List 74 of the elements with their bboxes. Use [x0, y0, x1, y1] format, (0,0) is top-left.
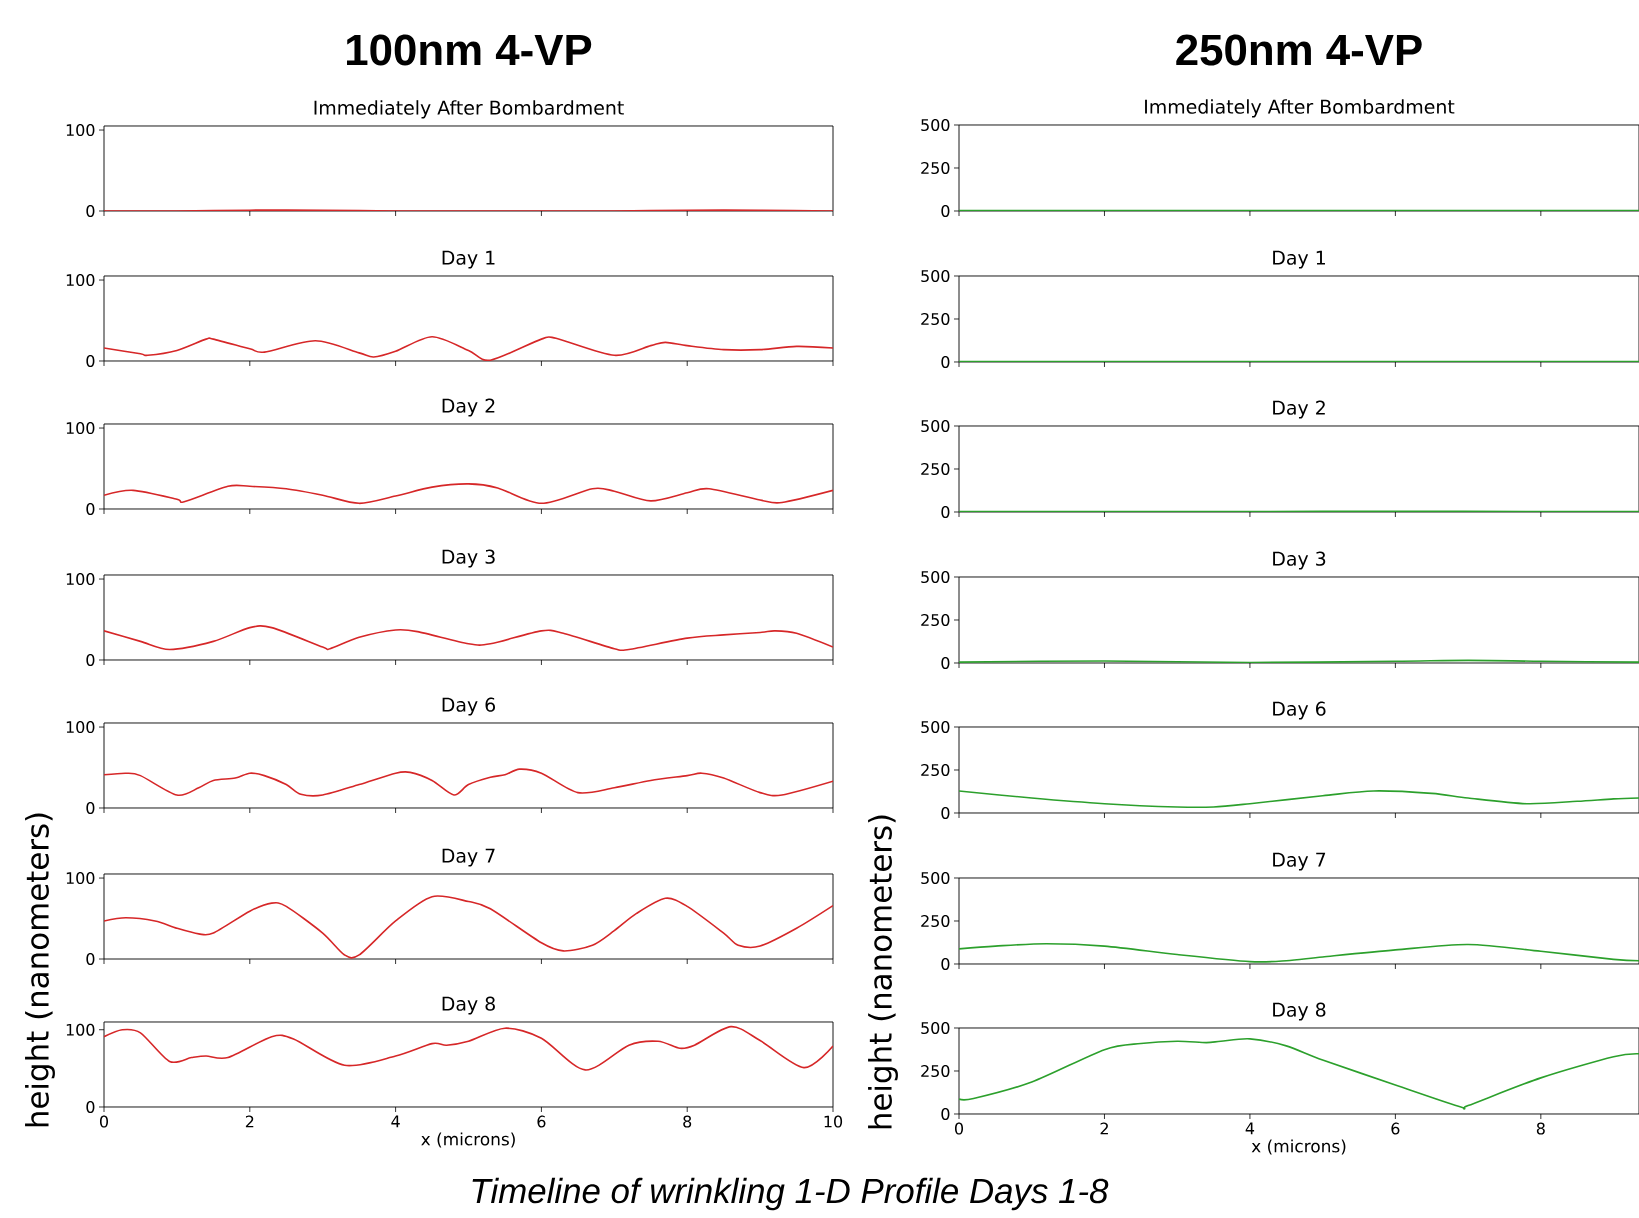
x-tick-label: 0 [954, 1122, 964, 1135]
x-tick-label: 6 [537, 1115, 546, 1128]
chart-title: Day 2 [1273, 400, 1325, 419]
y-axis-title: height (nanometers) [868, 815, 898, 1129]
y-tick-label: 0 [941, 957, 950, 971]
y-tick-label: 0 [941, 806, 950, 820]
x-tick-label: 4 [391, 1115, 400, 1128]
x-axis-title: x (microns) [421, 1132, 515, 1148]
y-tick-label: 250 [921, 1064, 950, 1078]
x-axis-title: x (microns) [1251, 1139, 1346, 1155]
chart-subtitle: Immediately After Bombardment [314, 100, 624, 119]
chart-title: Day 1 [1273, 250, 1325, 269]
line-series [104, 483, 834, 505]
chart-subtitle: Immediately After Bombardment [1145, 99, 1455, 118]
chart-title: 100nm 4-VP [347, 34, 592, 66]
y-tick-label: 100 [66, 124, 95, 137]
y-tick-label: 100 [66, 573, 95, 586]
y-tick-label: 100 [66, 1023, 95, 1036]
x-tick-label: 8 [1536, 1122, 1545, 1135]
y-tick-label: 100 [66, 422, 95, 435]
line-series [104, 1025, 834, 1071]
y-tick-label: 100 [66, 872, 95, 885]
line-series [959, 942, 1639, 963]
y-axis-title: height (nanometers) [25, 813, 55, 1127]
chart-title: 250nm 4-VP [1176, 34, 1422, 66]
line-series [959, 1038, 1639, 1109]
chart-title: Day 2 [442, 398, 495, 417]
x-tick-label: 4 [1245, 1122, 1255, 1135]
x-tick-label: 6 [1391, 1122, 1400, 1135]
x-tick-label: 2 [245, 1115, 254, 1128]
line-series [959, 790, 1639, 809]
x-tick-label: 0 [99, 1115, 109, 1128]
chart-title: Day 8 [1273, 1002, 1326, 1021]
y-tick-label: 0 [941, 355, 950, 369]
x-tick-label: 10 [824, 1115, 843, 1128]
y-tick-label: 0 [86, 952, 95, 966]
y-tick-label: 0 [941, 656, 950, 670]
chart-title: Day 7 [1273, 852, 1326, 871]
chart-title: Day 6 [1273, 701, 1326, 720]
y-tick-label: 250 [921, 161, 950, 175]
y-tick-label: 250 [921, 613, 950, 627]
y-tick-label: 0 [86, 502, 95, 516]
chart-title: Day 1 [442, 250, 495, 269]
y-tick-label: 0 [86, 653, 95, 667]
y-tick-label: 500 [921, 1021, 950, 1035]
y-tick-label: 0 [86, 1100, 95, 1114]
x-tick-label: 2 [1100, 1122, 1108, 1135]
y-tick-label: 500 [921, 570, 950, 584]
chart-title: Day 3 [442, 549, 495, 568]
y-tick-label: 500 [921, 871, 950, 885]
y-tick-label: 250 [921, 312, 950, 326]
y-tick-label: 500 [921, 118, 950, 132]
y-tick-label: 0 [941, 505, 950, 519]
chart-title: Day 6 [442, 697, 496, 716]
y-tick-label: 0 [86, 204, 95, 218]
y-tick-label: 100 [66, 721, 95, 734]
chart-title: Day 8 [442, 996, 495, 1015]
y-tick-label: 500 [921, 269, 950, 283]
text: Timeline of wrinkling 1-D Profile Days 1-8 [472, 1177, 1109, 1211]
chart-title: Day 3 [1273, 551, 1326, 570]
x-tick-label: 8 [683, 1115, 692, 1128]
y-tick-label: 0 [941, 204, 950, 218]
y-tick-label: 250 [921, 914, 950, 928]
y-tick-label: 250 [921, 763, 950, 777]
y-tick-label: 500 [921, 720, 950, 734]
y-tick-label: 250 [921, 462, 950, 476]
line-series [104, 768, 834, 797]
line-series [104, 335, 834, 361]
y-tick-label: 0 [86, 354, 95, 368]
line-series [104, 625, 834, 652]
chart-title: Day 7 [442, 848, 495, 867]
y-tick-label: 100 [66, 274, 95, 287]
y-tick-label: 0 [86, 801, 95, 815]
y-tick-label: 500 [921, 419, 950, 433]
